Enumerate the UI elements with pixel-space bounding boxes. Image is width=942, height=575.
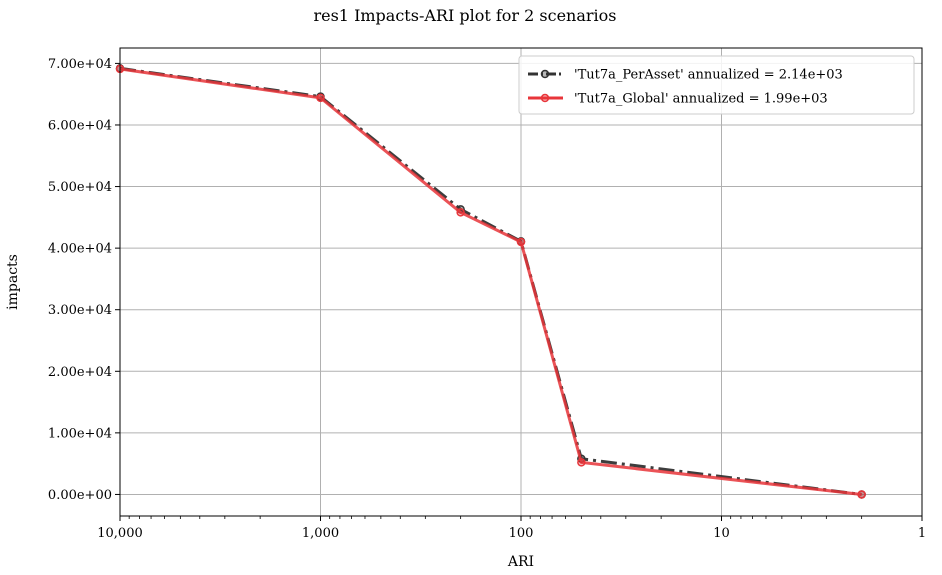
y-tick-label: 4.00e+04 — [48, 242, 112, 257]
y-tick-label: 1.00e+04 — [48, 426, 112, 441]
data-point-series-1 — [456, 208, 465, 217]
minor-ticks — [128, 516, 863, 519]
legend: 'Tut7a_PerAsset' annualized = 2.14e+03 'T… — [518, 55, 915, 115]
y-tick-label: 5.00e+04 — [48, 180, 112, 195]
y-axis-label: impacts — [5, 254, 21, 310]
y-tick-label: 0.00e+00 — [48, 488, 112, 503]
legend-marker-0 — [540, 69, 550, 79]
y-tick-label: 7.00e+04 — [48, 57, 112, 72]
x-tick-label: 100 — [509, 526, 534, 541]
series-line-0 — [119, 66, 862, 496]
x-axis-label: ARI — [507, 554, 534, 570]
y-tick-label: 6.00e+04 — [48, 118, 112, 133]
legend-entry-0: 'Tut7a_PerAsset' annualized = 2.14e+03 — [574, 68, 843, 83]
data-point-series-1 — [316, 93, 325, 103]
axis-ticks: 10,000 1,000 100 10 1 0.00e+00 1.00e+04 2.00e+0… — [48, 57, 926, 541]
legend-box — [518, 55, 915, 115]
chart-title: res1 Impacts-ARI plot for 2 scenarios — [313, 6, 616, 25]
series-line-1 — [119, 67, 862, 496]
x-tick-label: 10,000 — [97, 526, 143, 541]
legend-entry-1: 'Tut7a_Global' annualized = 1.99e+03 — [574, 92, 828, 107]
data-point-series-1 — [516, 237, 526, 247]
x-tick-label: 1,000 — [302, 526, 339, 541]
x-tick-label: 1 — [918, 526, 926, 541]
x-tick-label: 10 — [713, 526, 730, 541]
grid — [119, 48, 923, 516]
data-point-series-1 — [857, 490, 866, 499]
series-layer — [115, 64, 866, 499]
legend-marker-1 — [540, 93, 550, 103]
y-tick-label: 3.00e+04 — [48, 303, 112, 318]
y-tick-label: 2.00e+04 — [48, 365, 112, 380]
data-point-series-1 — [577, 458, 586, 467]
